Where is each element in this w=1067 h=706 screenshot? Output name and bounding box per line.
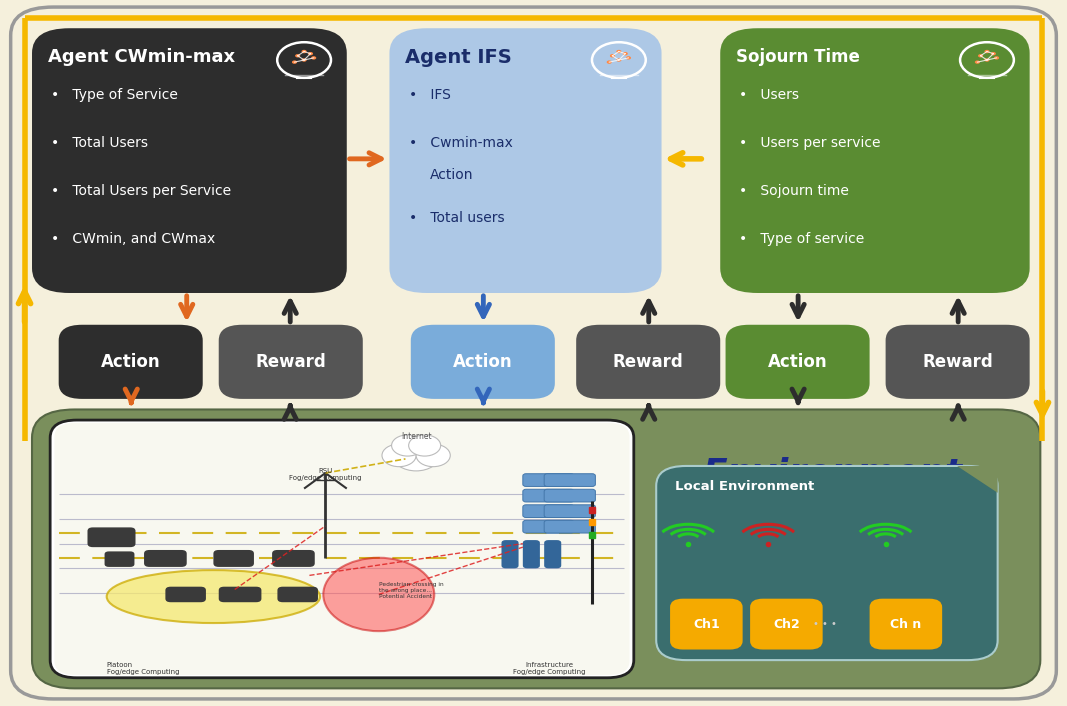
Circle shape [296,54,300,57]
Text: •   Sojourn time: • Sojourn time [739,184,849,198]
FancyBboxPatch shape [50,420,634,678]
Circle shape [617,50,621,53]
FancyBboxPatch shape [544,540,561,568]
FancyBboxPatch shape [219,325,363,399]
FancyBboxPatch shape [165,587,206,602]
Ellipse shape [107,570,320,623]
Circle shape [623,52,627,55]
FancyBboxPatch shape [656,466,998,660]
Circle shape [308,52,313,55]
FancyBboxPatch shape [523,489,574,502]
FancyBboxPatch shape [54,423,630,675]
Text: Platoon
Fog/edge Computing: Platoon Fog/edge Computing [107,662,179,675]
Text: Action: Action [101,353,160,371]
Text: Reward: Reward [612,353,684,371]
Text: •   Total users: • Total users [409,211,505,225]
Text: Ch n: Ch n [890,618,922,630]
FancyBboxPatch shape [523,520,574,533]
Circle shape [409,435,441,456]
Text: Action: Action [430,168,474,182]
FancyBboxPatch shape [501,540,519,568]
Circle shape [302,59,306,61]
Circle shape [392,435,424,456]
FancyBboxPatch shape [219,587,261,602]
Text: Ch1: Ch1 [692,618,720,630]
Circle shape [975,61,980,64]
Circle shape [382,444,416,467]
FancyBboxPatch shape [750,599,823,650]
FancyBboxPatch shape [523,505,574,517]
FancyBboxPatch shape [544,474,595,486]
FancyBboxPatch shape [870,599,942,650]
FancyBboxPatch shape [544,489,595,502]
Text: Infrastructure
Fog/edge Computing: Infrastructure Fog/edge Computing [513,662,586,675]
FancyBboxPatch shape [726,325,870,399]
FancyBboxPatch shape [523,474,574,486]
Circle shape [985,59,989,61]
Circle shape [393,440,440,471]
Text: Ch2: Ch2 [773,618,800,630]
FancyBboxPatch shape [272,550,315,567]
FancyBboxPatch shape [670,599,743,650]
Text: Environment: Environment [702,456,962,490]
FancyBboxPatch shape [886,325,1030,399]
Circle shape [985,50,989,53]
Text: Internet: Internet [401,432,431,441]
Text: Agent IFS: Agent IFS [405,48,512,67]
FancyBboxPatch shape [277,587,318,602]
Text: • • •: • • • [813,619,837,629]
Circle shape [626,56,631,59]
FancyBboxPatch shape [32,409,1040,688]
FancyBboxPatch shape [544,505,595,517]
Text: Agent CWmin-max: Agent CWmin-max [48,48,235,66]
FancyBboxPatch shape [389,28,662,293]
FancyBboxPatch shape [544,520,595,533]
FancyBboxPatch shape [59,325,203,399]
Text: Sojourn Time: Sojourn Time [736,48,860,66]
FancyBboxPatch shape [720,28,1030,293]
Circle shape [323,558,434,631]
Circle shape [994,56,999,59]
FancyBboxPatch shape [523,540,540,568]
FancyBboxPatch shape [576,325,720,399]
Text: •   Cwmin-max: • Cwmin-max [409,136,512,150]
Text: Reward: Reward [255,353,327,371]
Text: Action: Action [453,353,512,371]
Text: Pedestrian crossing in
the wrong place...
Potential Accident: Pedestrian crossing in the wrong place..… [379,582,444,599]
Text: •   IFS: • IFS [409,88,450,102]
Circle shape [610,54,615,57]
Circle shape [312,56,316,59]
Text: •   Total Users per Service: • Total Users per Service [51,184,232,198]
Circle shape [302,50,306,53]
FancyBboxPatch shape [144,550,187,567]
Text: •   CWmin, and CWmax: • CWmin, and CWmax [51,232,216,246]
Text: Action: Action [768,353,827,371]
FancyBboxPatch shape [32,28,347,293]
FancyBboxPatch shape [411,325,555,399]
Text: •   Type of service: • Type of service [739,232,864,246]
FancyBboxPatch shape [11,7,1056,699]
Text: •   Type of Service: • Type of Service [51,88,178,102]
Circle shape [607,61,611,64]
Text: RSU
Fog/edge Computing: RSU Fog/edge Computing [289,468,362,481]
Text: Local Environment: Local Environment [675,480,815,493]
FancyBboxPatch shape [213,550,254,567]
Text: •   Total Users: • Total Users [51,136,148,150]
Circle shape [617,59,621,61]
Text: •   Users: • Users [739,88,799,102]
Text: Reward: Reward [922,353,993,371]
FancyBboxPatch shape [105,551,134,567]
Circle shape [991,52,996,55]
FancyBboxPatch shape [87,527,136,547]
Circle shape [978,54,983,57]
Polygon shape [957,466,998,493]
Circle shape [416,444,450,467]
Circle shape [292,61,297,64]
Text: •   Users per service: • Users per service [739,136,881,150]
